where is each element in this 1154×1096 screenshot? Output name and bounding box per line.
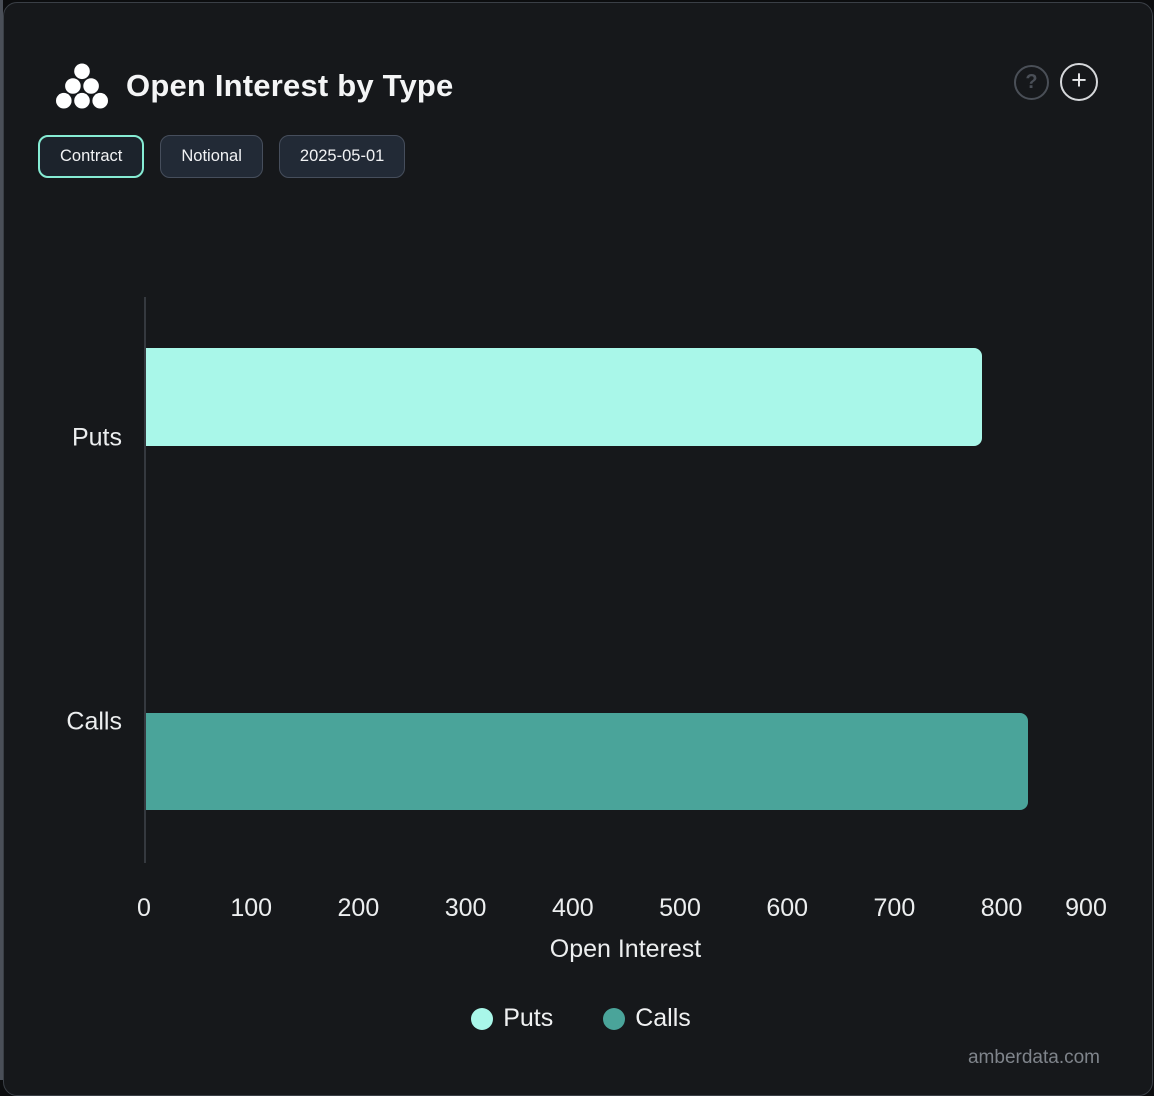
- legend-item-calls[interactable]: Calls: [603, 1004, 691, 1033]
- amberdata-dots-icon: [56, 63, 108, 109]
- x-tick-500: 500: [659, 894, 701, 922]
- category-label-calls: Calls: [66, 707, 122, 736]
- y-axis-line: [144, 297, 146, 863]
- bar-puts[interactable]: [146, 348, 982, 446]
- widget-header: Open Interest by Type: [56, 63, 453, 109]
- x-axis-title: Open Interest: [549, 935, 702, 963]
- notional-toggle-button[interactable]: Notional: [160, 135, 263, 178]
- x-tick-800: 800: [980, 894, 1023, 922]
- legend-label: Puts: [503, 1004, 554, 1032]
- date-button[interactable]: 2025-05-01: [278, 135, 406, 178]
- window-edge-strip: [0, 0, 3, 1080]
- add-icon[interactable]: +: [1060, 63, 1098, 101]
- x-tick-600: 600: [766, 894, 809, 922]
- chart-legend: Puts Calls: [4, 1004, 1154, 1033]
- legend-item-puts[interactable]: Puts: [471, 1004, 553, 1033]
- widget-title: Open Interest by Type: [126, 68, 454, 103]
- x-tick-300: 300: [444, 894, 487, 922]
- watermark: amberdata.com: [967, 1047, 1100, 1068]
- help-icon[interactable]: ?: [1014, 65, 1049, 100]
- bar-calls[interactable]: [146, 713, 1028, 810]
- category-label-puts: Puts: [71, 423, 122, 452]
- x-tick-700: 700: [873, 894, 916, 922]
- legend-swatch-puts: [471, 1007, 494, 1030]
- contract-toggle-button[interactable]: Contract: [38, 135, 145, 178]
- legend-label: Calls: [635, 1004, 691, 1032]
- x-tick-900: 900: [1065, 894, 1107, 922]
- x-tick-400: 400: [551, 894, 594, 922]
- x-tick-0: 0: [137, 894, 151, 922]
- x-tick-200: 200: [337, 894, 380, 922]
- mode-toolbar: Contract Notional 2025-05-01: [38, 135, 406, 178]
- help-glyph: ?: [1025, 71, 1038, 93]
- legend-swatch-calls: [603, 1007, 626, 1030]
- open-interest-widget: Open Interest by Type ? + Contract Notio…: [3, 2, 1153, 1096]
- plus-glyph: +: [1071, 65, 1087, 95]
- x-tick-100: 100: [230, 894, 273, 922]
